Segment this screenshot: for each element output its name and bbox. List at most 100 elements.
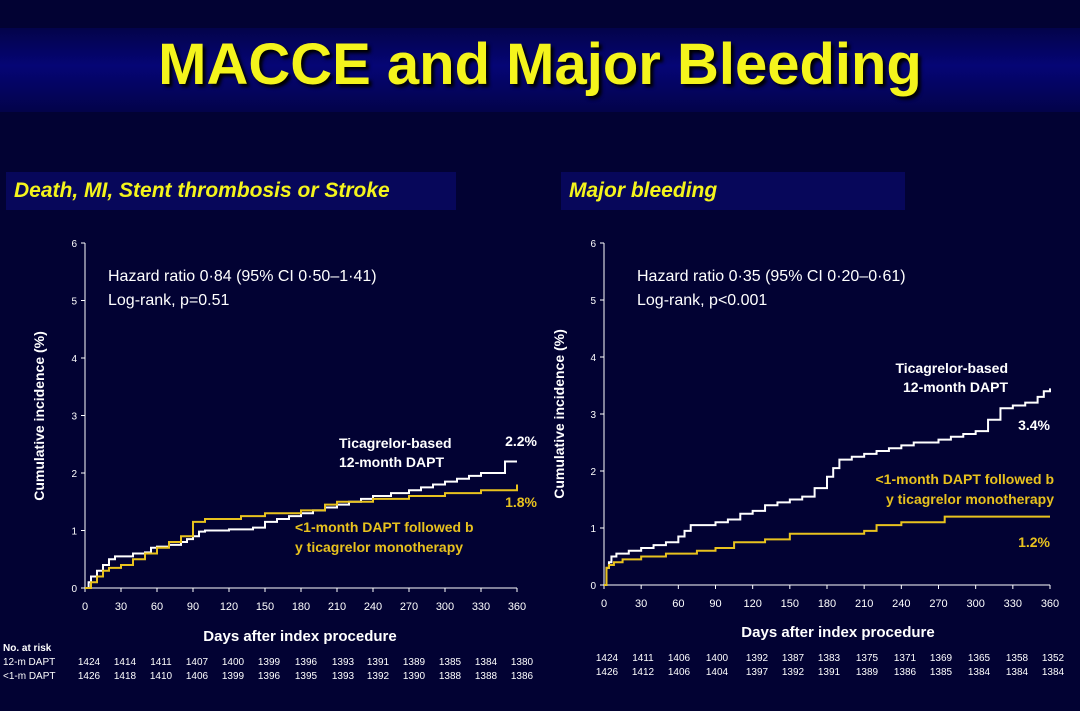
risk-value: 1411	[632, 653, 654, 664]
x-tick-label: 330	[1004, 598, 1022, 610]
series-label: y ticagrelor monotherapy	[295, 539, 463, 555]
risk-value: 1392	[366, 671, 390, 682]
y-tick-label: 4	[71, 354, 77, 365]
risk-value: 1426	[595, 667, 619, 678]
risk-value: 1424	[77, 657, 101, 668]
risk-value: 1388	[438, 671, 462, 682]
risk-value: 1380	[510, 657, 534, 668]
x-tick-label: 0	[601, 598, 607, 610]
stats-annotation: Hazard ratio 0·35 (95% CI 0·20–0·61)	[637, 268, 906, 285]
risk-value: 1418	[113, 671, 137, 682]
risk-value: 1391	[366, 657, 390, 668]
x-tick-label: 330	[472, 601, 490, 613]
risk-value: 1404	[705, 667, 729, 678]
risk-value: 1397	[745, 667, 769, 678]
risk-value: 1399	[257, 657, 281, 668]
x-tick-label: 270	[929, 598, 947, 610]
risk-value: 1412	[631, 667, 655, 678]
risk-value: 1400	[705, 653, 729, 664]
risk-value: 1406	[667, 653, 691, 664]
risk-value: 1391	[817, 667, 841, 678]
series-label: Ticagrelor-based	[895, 360, 1008, 376]
y-tick-label: 4	[590, 353, 596, 364]
risk-value: 1424	[595, 653, 619, 664]
risk-value: 1406	[185, 671, 209, 682]
x-tick-label: 180	[292, 601, 310, 613]
risk-value: 1383	[817, 653, 841, 664]
risk-value: 1386	[893, 667, 917, 678]
x-tick-label: 210	[855, 598, 873, 610]
risk-value: 1371	[893, 653, 917, 664]
x-tick-label: 30	[115, 601, 127, 613]
end-value-label: 1.2%	[1018, 534, 1050, 550]
risk-value: 1410	[149, 671, 173, 682]
series-label: Ticagrelor-based	[339, 435, 452, 451]
y-tick-label: 3	[590, 410, 596, 421]
x-tick-label: 300	[966, 598, 984, 610]
risk-value: 1384	[1005, 667, 1029, 678]
risk-value: 1369	[929, 653, 953, 664]
x-tick-label: 210	[328, 601, 346, 613]
x-tick-label: 30	[635, 598, 647, 610]
risk-value: 1375	[855, 653, 879, 664]
risk-value: 1411	[150, 657, 172, 668]
risk-value: 1388	[474, 671, 498, 682]
y-tick-label: 6	[590, 239, 596, 250]
x-tick-label: 240	[364, 601, 382, 613]
risk-value: 1392	[781, 667, 805, 678]
y-tick-label: 2	[71, 469, 77, 480]
risk-value: 1406	[667, 667, 691, 678]
risk-value: 1407	[185, 657, 209, 668]
series-label: <1-month DAPT followed b	[876, 471, 1055, 487]
y-tick-label: 0	[71, 584, 77, 595]
x-tick-label: 300	[436, 601, 454, 613]
x-tick-label: 90	[709, 598, 721, 610]
stats-annotation: Log-rank, p=0.51	[108, 292, 230, 309]
end-value-label: 1.8%	[505, 494, 537, 510]
x-tick-label: 60	[672, 598, 684, 610]
x-tick-label: 150	[256, 601, 274, 613]
x-tick-label: 120	[743, 598, 761, 610]
risk-value: 1399	[221, 671, 245, 682]
risk-value: 1387	[781, 653, 805, 664]
risk-value: 1384	[1041, 667, 1065, 678]
stats-annotation: Log-rank, p<0.001	[637, 292, 767, 309]
series-line-12m-dapt	[604, 388, 1051, 586]
x-axis-label: Days after index procedure	[741, 624, 934, 641]
left-panel-title: Death, MI, Stent thrombosis or Stroke	[6, 172, 456, 210]
x-tick-label: 150	[781, 598, 799, 610]
series-line-1m-dapt	[85, 484, 518, 589]
risk-value: 1384	[967, 667, 991, 678]
risk-value: 1385	[929, 667, 953, 678]
series-label: 12-month DAPT	[903, 379, 1008, 395]
risk-value: 1390	[402, 671, 426, 682]
end-value-label: 2.2%	[505, 433, 537, 449]
series-label: y ticagrelor monotherapy	[886, 491, 1054, 507]
risk-value: 1400	[221, 657, 245, 668]
y-tick-label: 6	[71, 239, 77, 250]
risk-value: 1393	[331, 657, 355, 668]
title-banner	[0, 28, 1080, 112]
series-line-12m-dapt	[85, 460, 517, 589]
x-axis-label: Days after index procedure	[203, 628, 396, 645]
y-tick-label: 2	[590, 467, 596, 478]
y-tick-label: 0	[590, 581, 596, 592]
risk-value: 1392	[745, 653, 769, 664]
risk-value: 1352	[1041, 653, 1065, 664]
x-tick-label: 90	[187, 601, 199, 613]
x-tick-label: 360	[508, 601, 526, 613]
y-tick-label: 5	[71, 297, 77, 308]
risk-value: 1396	[257, 671, 281, 682]
series-label: <1-month DAPT followed b	[295, 519, 474, 535]
y-tick-label: 1	[71, 527, 77, 538]
y-axis-label: Cumulative incidence (%)	[31, 331, 47, 501]
y-axis-label: Cumulative incidence (%)	[551, 329, 567, 499]
y-tick-label: 3	[71, 412, 77, 423]
risk-row-label: <1-m DAPT	[3, 671, 56, 682]
x-tick-label: 60	[151, 601, 163, 613]
x-tick-label: 270	[400, 601, 418, 613]
x-tick-label: 240	[892, 598, 910, 610]
risk-row-label: 12-m DAPT	[3, 657, 56, 668]
risk-value: 1426	[77, 671, 101, 682]
risk-table-header: No. at risk	[3, 643, 52, 654]
